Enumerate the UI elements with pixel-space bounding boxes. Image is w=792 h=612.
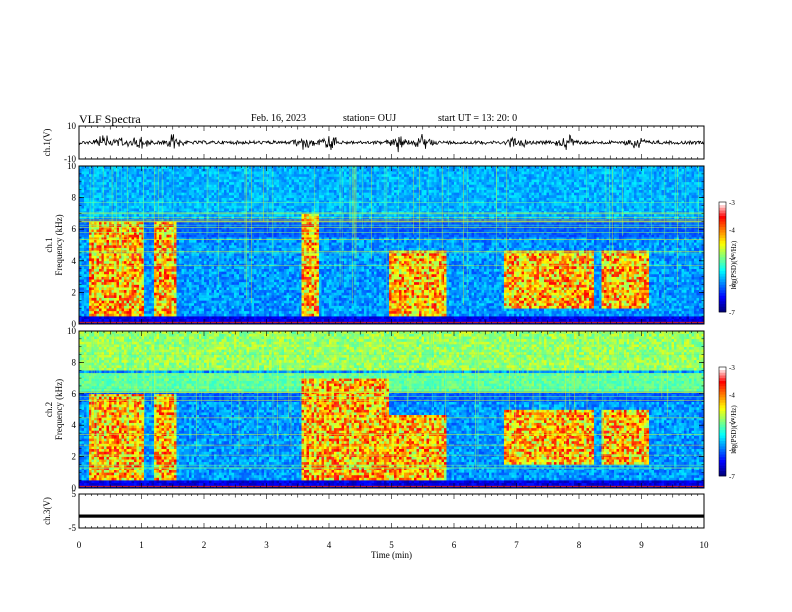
x-tick-label: 5 — [389, 540, 394, 550]
y-tick-label: 10 — [67, 121, 77, 131]
x-tick-label: 1 — [139, 540, 144, 550]
y-tick-label: 8 — [72, 357, 77, 367]
y-tick-label: 10 — [67, 161, 77, 171]
colorbar-tick-label: -4 — [729, 391, 735, 399]
colorbar-tick-label: -7 — [729, 473, 735, 481]
colorbar-tick-label: -3 — [729, 199, 735, 207]
x-tick-label: 4 — [327, 540, 332, 550]
x-tick-label: 3 — [264, 540, 269, 550]
y-axis-label: ch.3(V) — [42, 497, 52, 525]
y-tick-label: 2 — [72, 287, 77, 297]
y-tick-label: 8 — [72, 193, 77, 203]
y-tick-label: 10 — [67, 326, 77, 336]
colorbar-tick-label: -3 — [729, 364, 735, 372]
y-tick-label: 4 — [72, 420, 77, 430]
y-tick-label: 2 — [72, 452, 77, 462]
x-tick-label: 10 — [700, 540, 710, 550]
x-tick-label: 6 — [452, 540, 457, 550]
colorbar-tick-label: -7 — [729, 309, 735, 317]
x-tick-label: 7 — [514, 540, 519, 550]
x-tick-label: 9 — [639, 540, 644, 550]
x-tick-label: 8 — [577, 540, 582, 550]
colorbar-label: log(PSD)(V²/Hz) — [730, 240, 738, 289]
waveform-ch3: 5 -5 ch.3(V) 0 1 2 3 4 5 6 7 8 9 10 Time (min) — [42, 489, 709, 560]
colorbar-tick-label: -4 — [729, 227, 735, 235]
x-tick-label: 2 — [202, 540, 207, 550]
x-tick-label: 0 — [77, 540, 82, 550]
y-tick-label: 6 — [72, 224, 77, 234]
colorbar-label: log(PSD)(V²/Hz) — [730, 405, 738, 454]
y-tick-label: 6 — [72, 389, 77, 399]
y-axis-label: ch.1 — [44, 237, 54, 252]
y-tick-label: -5 — [69, 523, 77, 533]
y-axis-label: ch.2 — [44, 402, 54, 417]
y-axis-label: ch.1(V) — [42, 129, 52, 157]
ch3-signal-trace — [79, 515, 704, 518]
ch1-waveform-trace — [79, 134, 703, 152]
y-tick-label: 5 — [72, 489, 77, 499]
y-axis-label: Frequency (kHz) — [54, 379, 64, 440]
x-axis-label: Time (min) — [371, 550, 412, 560]
y-tick-label: 4 — [72, 256, 77, 266]
y-axis-label: Frequency (kHz) — [54, 214, 64, 275]
panel-frame — [79, 494, 704, 528]
